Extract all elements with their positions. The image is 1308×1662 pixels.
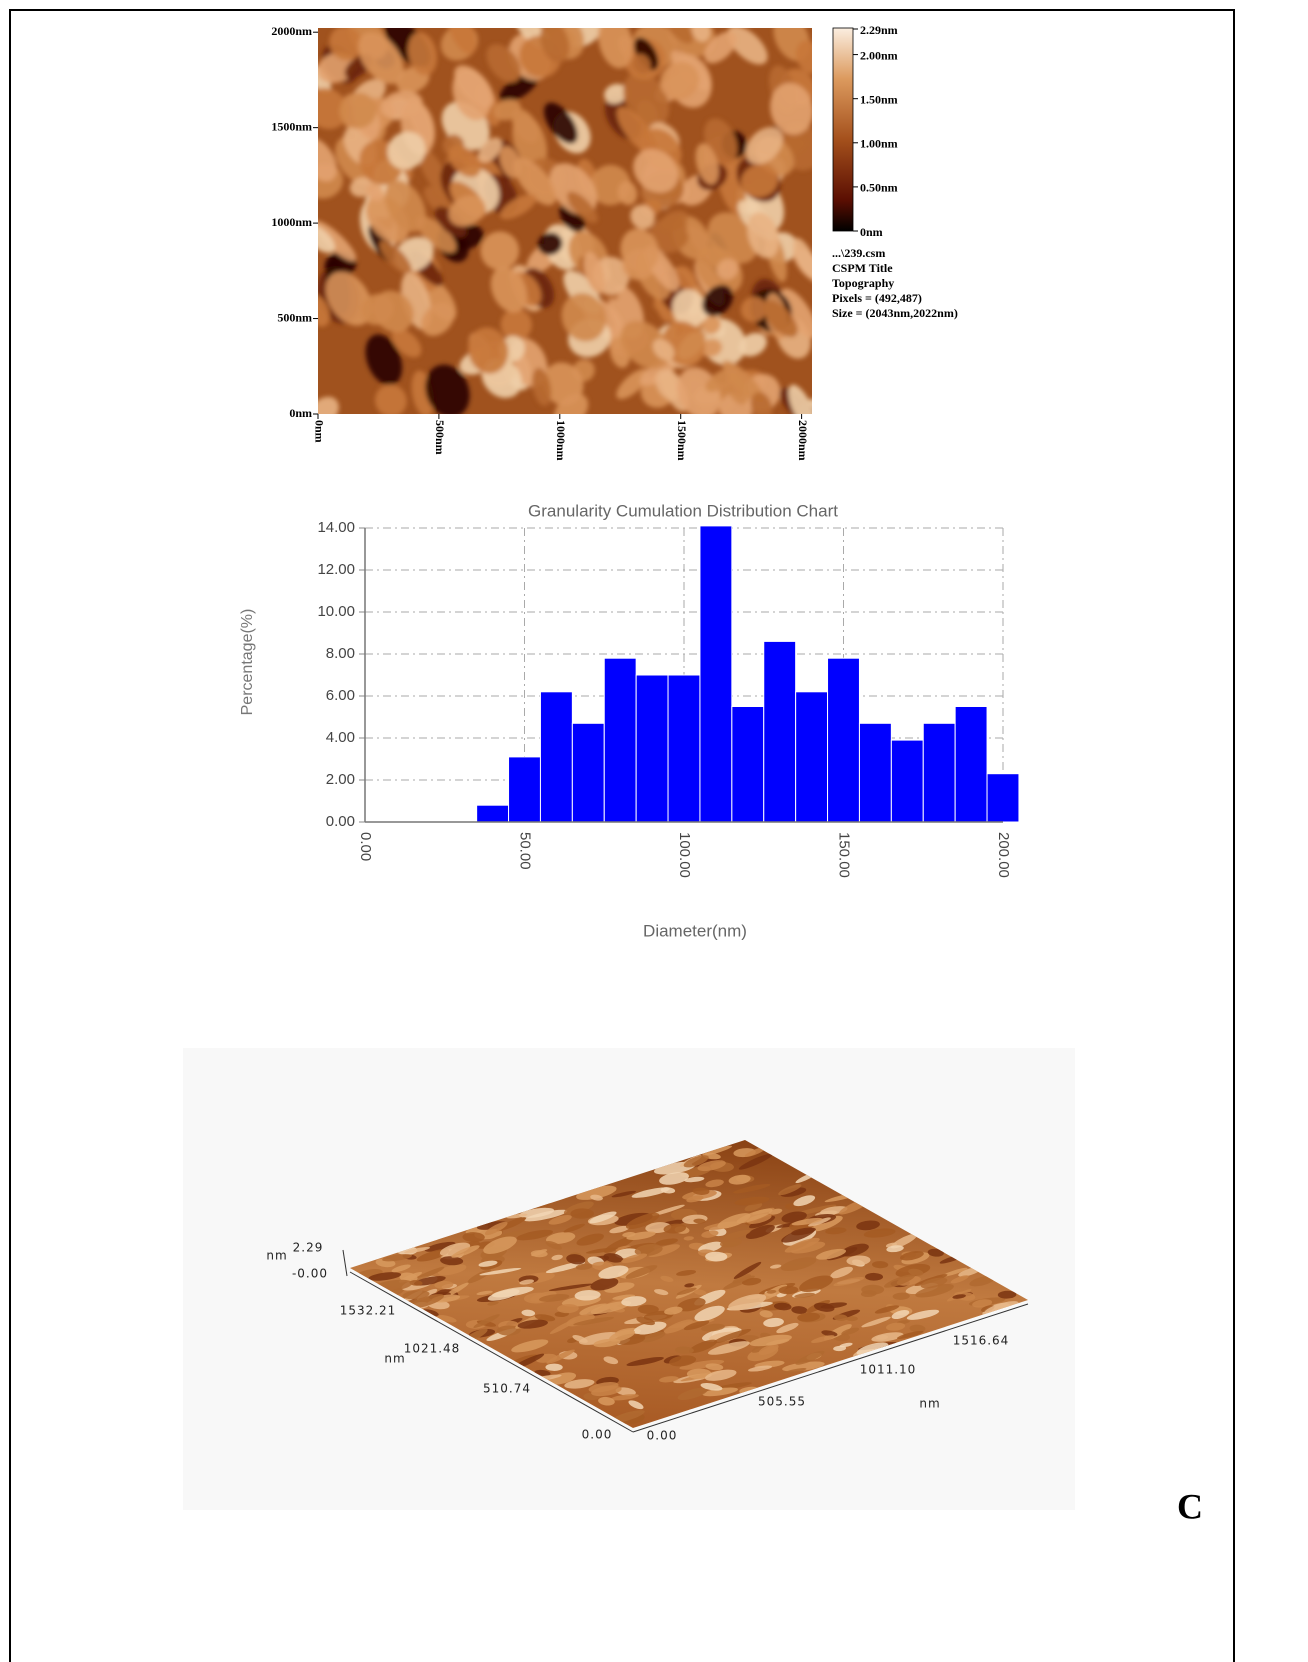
bar xyxy=(955,707,987,823)
y-tick-label: 2.00 xyxy=(326,771,355,788)
x-tick-label: 0.00 xyxy=(357,832,374,861)
y-tick-label: 1000nm xyxy=(271,215,312,229)
bar xyxy=(987,774,1019,822)
x-tick-label: 500nm xyxy=(433,420,447,455)
y-tick-label: 500nm xyxy=(277,310,312,324)
y-tick-label: 6.00 xyxy=(326,687,355,704)
colorbar xyxy=(833,28,853,231)
y-tick-label: 0.00 xyxy=(326,813,355,830)
bar xyxy=(636,675,668,822)
panel-label: C xyxy=(1177,1486,1203,1526)
y-tick-label: 4.00 xyxy=(326,729,355,746)
x-tick-label: 50.00 xyxy=(517,832,534,870)
surface-axis-label: -0.00 xyxy=(292,1267,328,1281)
surface-axis-label: nm xyxy=(266,1249,287,1263)
x-tick-label: 2000nm xyxy=(796,420,810,461)
bar xyxy=(477,805,509,822)
info-line: ...\239.csm xyxy=(832,246,885,260)
bar xyxy=(796,692,828,822)
x-tick-label: 1500nm xyxy=(675,420,689,461)
x-tick-label: 150.00 xyxy=(836,832,853,878)
bar xyxy=(604,658,636,822)
x-tick-label: 100.00 xyxy=(676,832,693,878)
y-tick-label: 14.00 xyxy=(317,519,355,536)
info-line: CSPM Title xyxy=(832,261,893,275)
y-axis-label: Percentage(%) xyxy=(239,609,256,716)
x-axis-label: Diameter(nm) xyxy=(643,921,747,940)
surface-axis-label: 1532.21 xyxy=(340,1304,397,1318)
colorbar-tick-label: 2.00nm xyxy=(860,48,898,62)
colorbar-tick-label: 1.50nm xyxy=(860,92,898,106)
bar xyxy=(923,723,955,822)
colorbar-tick-label: 0.50nm xyxy=(860,181,898,195)
surface-axis-label: 505.55 xyxy=(758,1395,806,1409)
bar xyxy=(572,723,604,822)
y-tick-label: 0nm xyxy=(289,406,312,420)
info-line: Pixels = (492,487) xyxy=(832,291,922,305)
y-tick-label: 10.00 xyxy=(317,603,355,620)
y-tick-label: 8.00 xyxy=(326,645,355,662)
bar xyxy=(891,740,923,822)
bar xyxy=(509,757,541,822)
x-tick-label: 0nm xyxy=(312,420,326,443)
bar xyxy=(700,526,732,822)
bar xyxy=(764,641,796,822)
bar xyxy=(732,707,764,823)
x-tick-label: 200.00 xyxy=(995,832,1012,878)
surface-axis-label: 0.00 xyxy=(647,1429,678,1443)
colorbar-tick-label: 0nm xyxy=(860,225,883,239)
bar xyxy=(668,675,700,822)
surface-axis-label: nm xyxy=(919,1397,940,1411)
info-line: Size = (2043nm,2022nm) xyxy=(832,306,958,320)
surface-axis-label: 0.00 xyxy=(582,1428,613,1442)
y-tick-label: 1500nm xyxy=(271,119,312,133)
page: C 0nm 500nm 1000nm 1500nm 2000nm 0nm 500nm 1000… xyxy=(0,0,1308,1662)
surface-axis-label: nm xyxy=(384,1352,405,1366)
y-tick-label: 12.00 xyxy=(317,561,355,578)
bar xyxy=(540,692,572,822)
surface-axis-label: 1021.48 xyxy=(404,1342,461,1356)
info-line: Topography xyxy=(832,276,894,290)
surface-axis-label: 2.29 xyxy=(293,1241,324,1255)
topography-panel xyxy=(293,0,853,436)
colorbar-tick-label: 1.00nm xyxy=(860,137,898,151)
surface-axis-label: 1516.64 xyxy=(953,1334,1010,1348)
chart-title: Granularity Cumulation Distribution Char… xyxy=(528,501,838,520)
y-tick-label: 2000nm xyxy=(271,24,312,38)
colorbar-tick-label: 2.29nm xyxy=(860,23,898,37)
bar xyxy=(859,723,891,822)
x-tick-label: 1000nm xyxy=(554,420,568,461)
surface-axis-label: 510.74 xyxy=(483,1382,531,1396)
surface-axis-label: 1011.10 xyxy=(860,1363,917,1377)
bar xyxy=(828,658,860,822)
